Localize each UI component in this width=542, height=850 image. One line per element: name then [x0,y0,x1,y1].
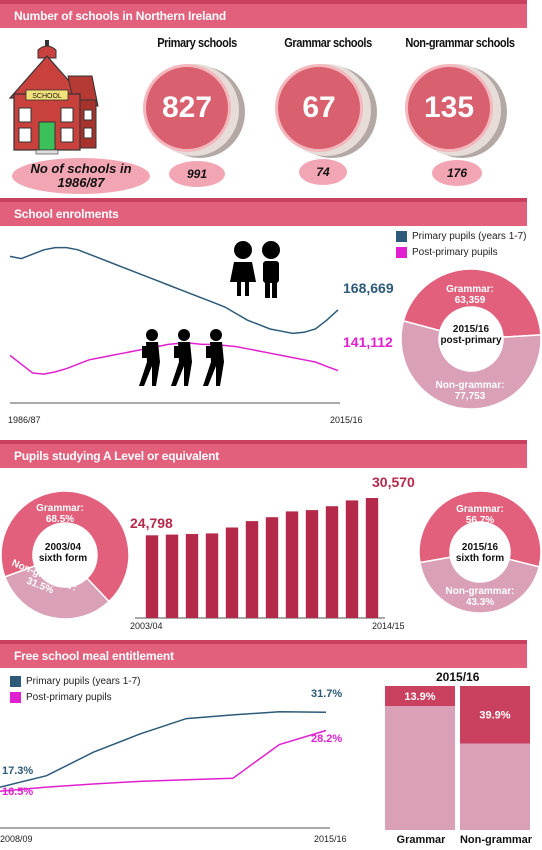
non-grammar-schools-circle: 135 [405,62,507,162]
donut-slice-1 [3,564,111,620]
donut-slice-0 [402,268,542,338]
donut-slice-0 [0,490,130,603]
section-title: Pupils studying A Level or equivalent [14,449,220,463]
donut-slice-1 [400,319,542,410]
fsm-primary-line [0,711,327,788]
enrol-post-end-label: 141,112 [343,334,393,350]
alevel-right-center: 2015/16 sixth form [455,542,505,564]
stack-label-grammar: Grammar [396,834,446,846]
alevel-donut-2003 [0,490,130,620]
alevel-bar-chart [135,498,385,619]
enrol-donut-non: Non-grammar: 77,753 [435,380,505,402]
school-house-icon: SCHOOL [8,40,99,155]
section-header-alevel: Pupils studying A Level or equivalent [0,440,527,468]
grammar-schools-circle: 67 [275,62,377,162]
fsm-x-end: 2015/16 [314,834,347,844]
primary-old-value: 991 [169,161,225,187]
alevel-bar [305,510,319,618]
enrol-x-start: 1986/87 [8,415,41,425]
enrolment-donut [400,268,542,410]
alevel-bar [325,506,339,618]
primary-schools-circle: 827 [143,62,245,162]
fsm-line-chart [0,711,330,829]
alevel-bar [165,534,179,618]
alevel-bar [185,534,199,618]
alevel-bar [145,535,159,618]
alevel-x-start: 2003/04 [130,621,163,631]
donut-slice-1 [419,556,541,614]
section-title: School enrolments [14,207,119,221]
enrol-primary-line [9,246,339,335]
stack-bar-base [385,686,455,830]
alevel-bar [265,517,279,618]
alevel-x-end: 2014/15 [372,621,405,631]
fsm-x-start: 2008/09 [0,834,33,844]
alevel-bar [205,533,219,618]
enrol-donut-grammar: Grammar: 63,359 [446,284,494,306]
fsm-primary-end: 31.7% [311,688,343,700]
stack-bar-fsm [460,686,530,744]
fsm-post-start: 16.5% [2,786,34,798]
fsm-legend-post: Post-primary pupils [10,692,112,703]
fsm-stacked-bars: 13.9% 39.9% [385,686,530,830]
enrol-donut-center: 2015/16 post-primary [440,324,502,346]
enrol-legend-primary: Primary pupils (years 1-7) [396,231,526,242]
walking-students-icon [139,329,224,386]
alevel-bar [245,521,259,618]
primary-schools-label: Primary schools [157,35,237,50]
alevel-donut-2015 [418,490,542,614]
enrol-primary-end-label: 168,669 [343,280,394,296]
stack-bar-fsm [385,686,455,706]
section-header-fsm: Free school meal entitlement [0,640,527,668]
alevel-right-grammar: Grammar: 56.7% [456,504,504,526]
non-grammar-schools-label: Non-grammar schools [405,35,515,50]
grammar-old-value: 74 [299,159,347,185]
non-grammar-old-value: 176 [432,160,482,186]
donut-slice-0 [418,490,542,568]
school-sign: SCHOOL [32,93,62,100]
fsm-primary-start: 17.3% [2,765,34,777]
alevel-left-grammar: Grammar: 68.5% [36,503,84,525]
fsm-stack-title: 2015/16 [436,670,480,684]
enrol-legend-post: Post-primary pupils [396,247,498,258]
grammar-schools-value: 67 [275,64,363,152]
fsm-legend-primary: Primary pupils (years 1-7) [10,676,140,687]
fsm-post-end: 28.2% [311,733,343,745]
section-header-schools: Number of schools in Northern Ireland [0,0,527,28]
alevel-bar [345,500,359,618]
section-header-enrolments: School enrolments [0,198,527,226]
old-count-label: No of schools in 1986/87 [12,158,150,194]
alevel-bar [225,527,239,618]
enrolment-line-chart [9,246,340,404]
non-grammar-schools-value: 135 [405,64,493,152]
alevel-bar [365,498,379,618]
children-icon [230,241,280,298]
alevel-bar [285,511,299,618]
grammar-schools-label: Grammar schools [284,35,372,50]
primary-schools-value: 827 [143,64,231,152]
stack-bar-label: 13.9% [404,691,435,703]
alevel-right-non: Non-grammar: 43.3% [445,586,515,608]
stack-label-non-grammar: Non-grammar [459,834,533,846]
alevel-left-center: 2003/04 sixth form [38,542,88,564]
alevel-first-value: 24,798 [130,515,173,531]
alevel-last-value: 30,570 [372,474,415,490]
enrol-post-line [9,342,339,375]
section-title: Number of schools in Northern Ireland [14,9,226,23]
section-title: Free school meal entitlement [14,649,174,663]
enrol-x-end: 2015/16 [330,415,363,425]
stack-bar-label: 39.9% [479,710,510,722]
fsm-post-line [0,729,327,793]
